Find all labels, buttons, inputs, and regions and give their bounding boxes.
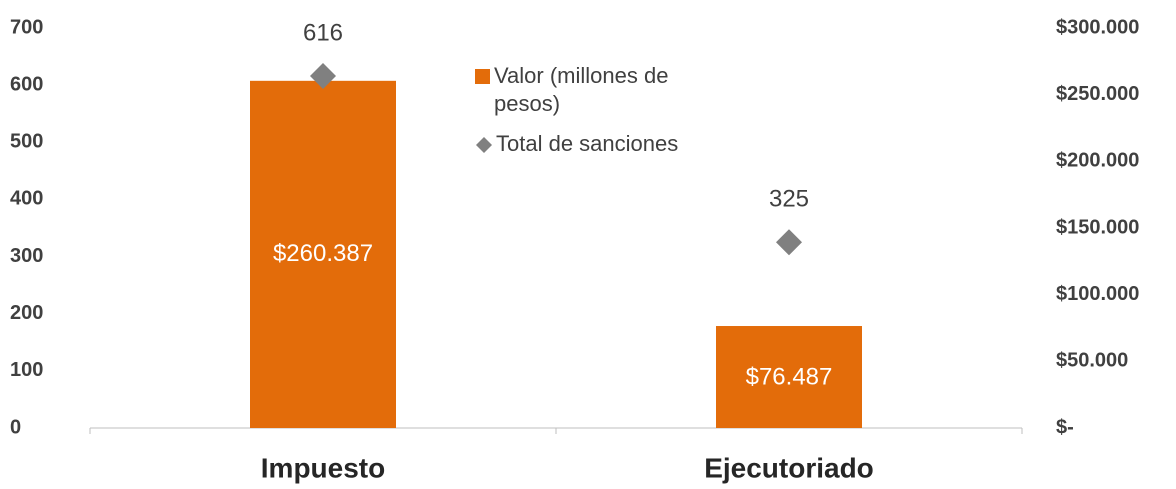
y2-tick-label: $- xyxy=(1056,416,1074,438)
y-tick-label: 600 xyxy=(10,73,43,95)
y2-tick-label: $50.000 xyxy=(1056,350,1128,372)
diamond-marker xyxy=(310,63,336,89)
y2-tick-label: $100.000 xyxy=(1056,283,1139,305)
y2-tick-label: $200.000 xyxy=(1056,150,1139,172)
x-tick-label: Ejecutoriado xyxy=(704,452,874,483)
legend-diamond xyxy=(476,137,492,153)
x-tick-label: Impuesto xyxy=(261,452,385,483)
bar-label: $260.387 xyxy=(273,240,373,267)
legend-label: Total de sanciones xyxy=(496,131,678,156)
y-tick-label: 700 xyxy=(10,16,43,38)
legend-text-box: Valor (millones de pesos) xyxy=(494,63,669,116)
bar-label: $76.487 xyxy=(746,363,833,390)
y-tick-label: 300 xyxy=(10,245,43,267)
marker-label: 325 xyxy=(769,186,809,213)
y-tick-label: 100 xyxy=(10,359,43,381)
y-tick-label: 400 xyxy=(10,188,43,210)
y-tick-label: 500 xyxy=(10,131,43,153)
y-tick-label: 200 xyxy=(10,302,43,324)
marker-label: 616 xyxy=(303,19,343,46)
y2-tick-label: $150.000 xyxy=(1056,216,1139,238)
y2-tick-label: $250.000 xyxy=(1056,83,1139,105)
legend-label: Valor (millones de pesos) xyxy=(494,63,669,116)
bar xyxy=(716,326,862,428)
y2-tick-label: $300.000 xyxy=(1056,16,1139,38)
y-tick-label: 0 xyxy=(10,416,21,438)
diamond-marker xyxy=(776,229,802,256)
bar xyxy=(250,80,396,429)
legend-swatch xyxy=(475,69,490,84)
